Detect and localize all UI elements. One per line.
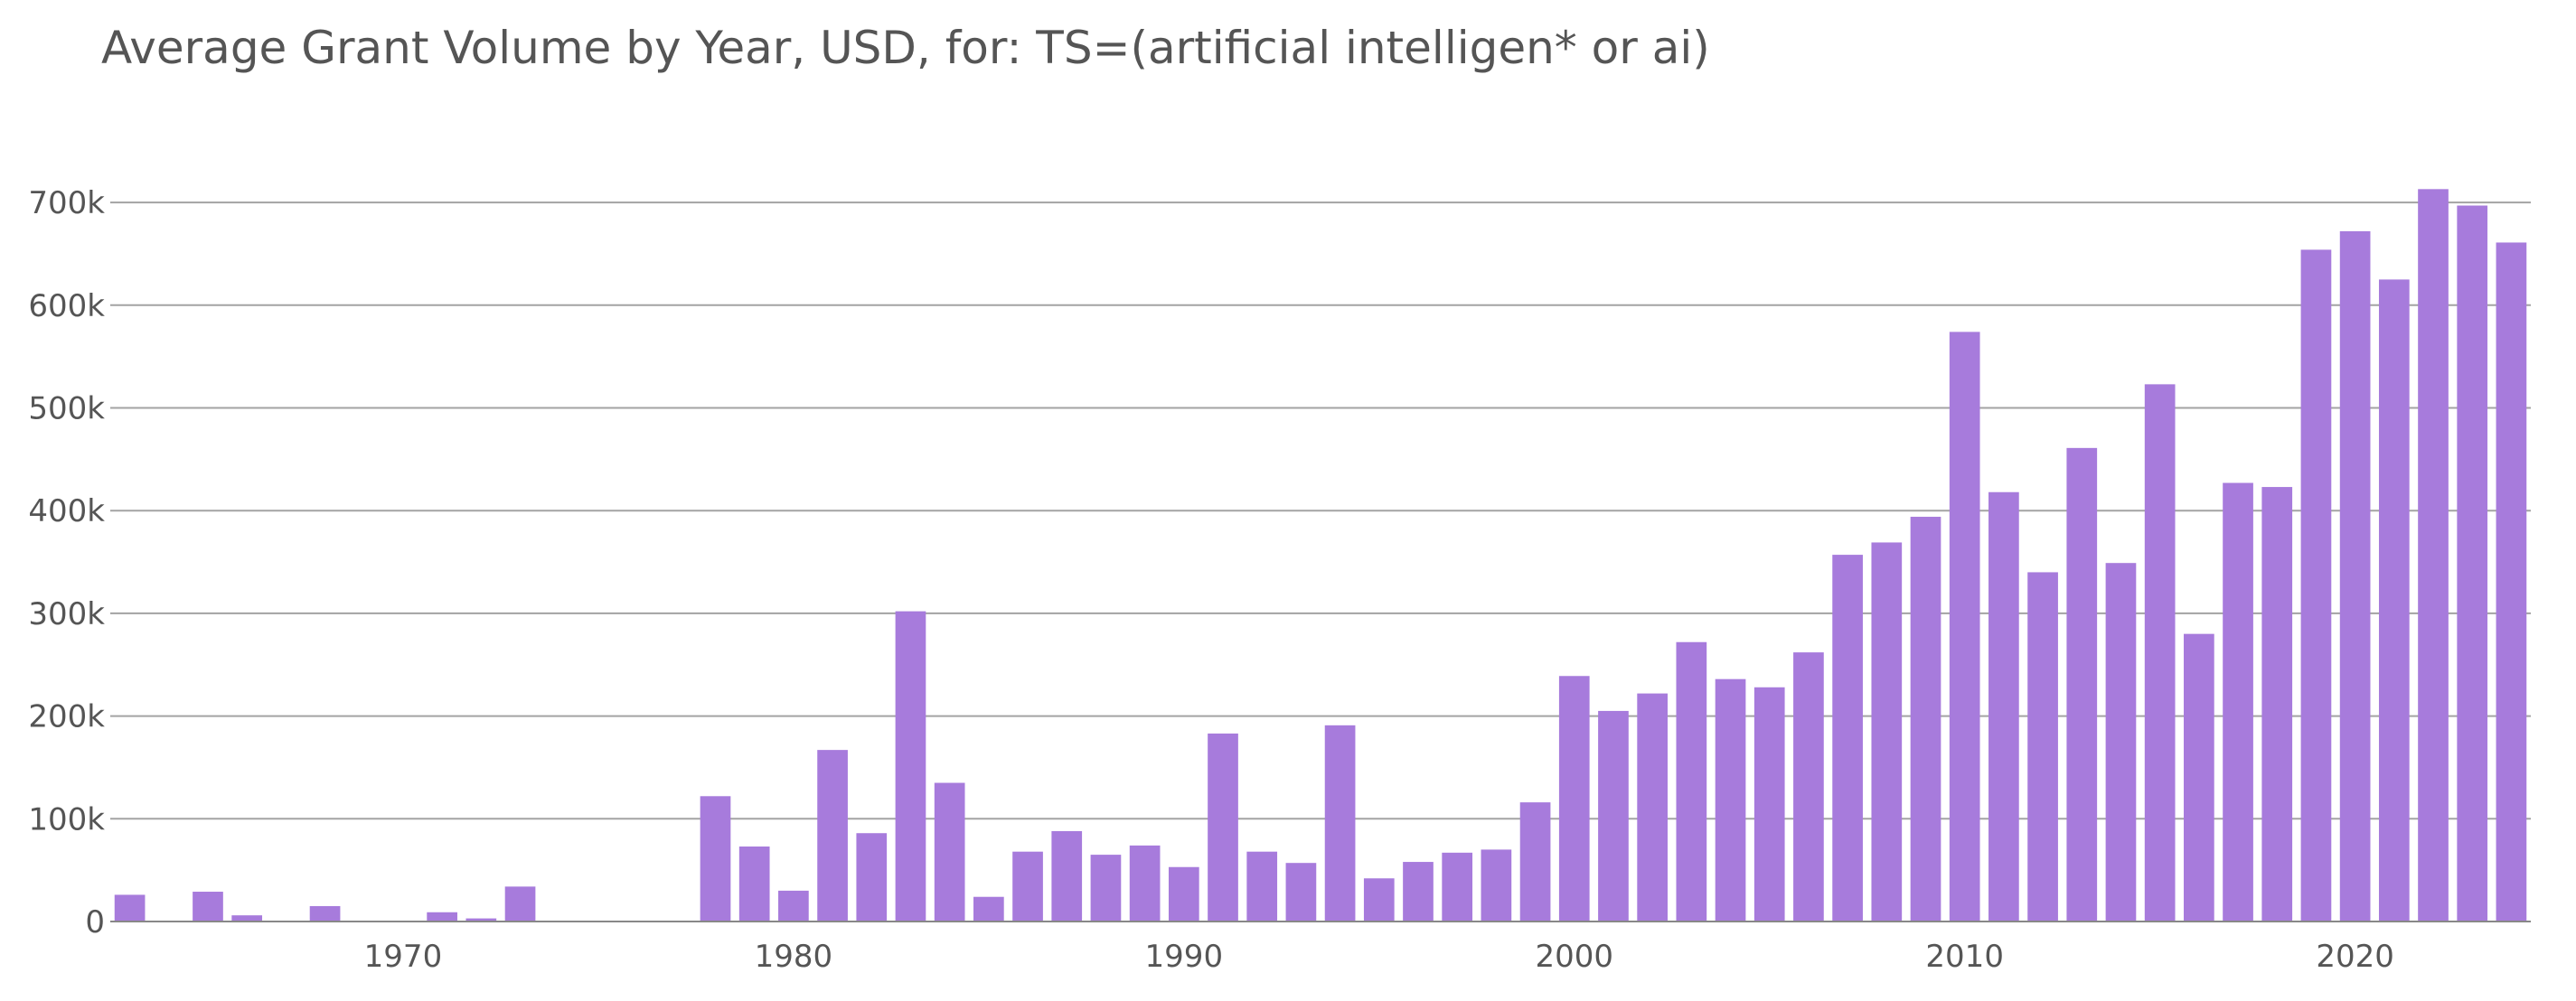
bar[interactable] [1637, 693, 1668, 921]
bar[interactable] [465, 918, 497, 921]
bar[interactable] [1715, 678, 1746, 921]
x-tick-label: 1990 [1145, 939, 1224, 975]
bar[interactable] [1285, 863, 1317, 921]
bar[interactable] [1753, 687, 1785, 921]
bar[interactable] [2378, 279, 2410, 922]
bars [114, 189, 2527, 922]
bar[interactable] [700, 796, 731, 921]
bar[interactable] [1324, 725, 1356, 921]
bar[interactable] [1090, 855, 1122, 921]
bar[interactable] [1208, 733, 1238, 921]
bar[interactable] [2105, 563, 2137, 921]
bar[interactable] [504, 886, 536, 921]
bar[interactable] [1442, 852, 1473, 921]
bar[interactable] [1051, 830, 1083, 921]
bar[interactable] [1793, 652, 1824, 921]
y-tick-label: 300k [28, 596, 105, 632]
x-tick-label: 2000 [1535, 939, 1613, 975]
y-tick-label: 500k [28, 391, 105, 427]
y-tick-label: 400k [28, 493, 105, 529]
bar[interactable] [778, 890, 809, 921]
x-tick-label: 2010 [1925, 939, 2004, 975]
x-tick-label: 1970 [364, 939, 443, 975]
y-tick-label: 600k [28, 288, 105, 324]
bar[interactable] [193, 892, 223, 921]
x-tick-label: 2020 [2316, 939, 2394, 975]
bar[interactable] [2496, 242, 2527, 922]
bar[interactable] [1519, 802, 1551, 921]
bar[interactable] [2144, 384, 2176, 921]
bar[interactable] [934, 782, 965, 921]
bar[interactable] [895, 611, 926, 921]
bar[interactable] [309, 905, 341, 921]
bar[interactable] [1832, 555, 1863, 921]
bar[interactable] [2184, 633, 2214, 921]
x-axis-ticks: 1970 1980 1990 2000 2010 2020 [364, 939, 2394, 975]
bar[interactable] [1363, 878, 1395, 921]
bar[interactable] [2223, 482, 2253, 921]
bar[interactable] [2339, 230, 2371, 922]
y-tick-label: 700k [28, 185, 105, 221]
bar[interactable] [1910, 517, 1941, 921]
bar[interactable] [2027, 572, 2058, 921]
bar[interactable] [2066, 447, 2098, 921]
bar[interactable] [1949, 332, 1980, 921]
bar[interactable] [1129, 845, 1161, 921]
bar[interactable] [114, 894, 146, 921]
x-tick-label: 1980 [755, 939, 833, 975]
bar[interactable] [1871, 542, 1903, 921]
bar[interactable] [427, 912, 457, 921]
bar[interactable] [1168, 866, 1199, 921]
bar[interactable] [2261, 487, 2293, 921]
chart-title: Average Grant Volume by Year, USD, for: … [101, 22, 1710, 74]
y-tick-label: 0 [85, 904, 105, 940]
gridlines [110, 201, 2531, 820]
bar[interactable] [1598, 710, 1629, 921]
y-tick-label: 100k [28, 801, 105, 837]
bar[interactable] [2300, 249, 2332, 921]
y-tick-label: 200k [28, 699, 105, 735]
bar[interactable] [1481, 849, 1512, 921]
bar[interactable] [231, 915, 263, 921]
bar[interactable] [738, 847, 770, 921]
y-axis-ticks: 0 100k 200k 300k 400k 500k 600k 700k [28, 185, 105, 940]
bar[interactable] [1403, 862, 1434, 921]
bar[interactable] [817, 750, 848, 921]
bar[interactable] [1012, 851, 1043, 921]
bar[interactable] [2418, 189, 2449, 922]
bar[interactable] [973, 896, 1004, 921]
bar[interactable] [1246, 851, 1278, 921]
bar[interactable] [1676, 641, 1707, 921]
bar[interactable] [1988, 491, 2019, 921]
bar[interactable] [1558, 676, 1590, 921]
bar[interactable] [856, 833, 888, 921]
bar[interactable] [2457, 205, 2488, 921]
